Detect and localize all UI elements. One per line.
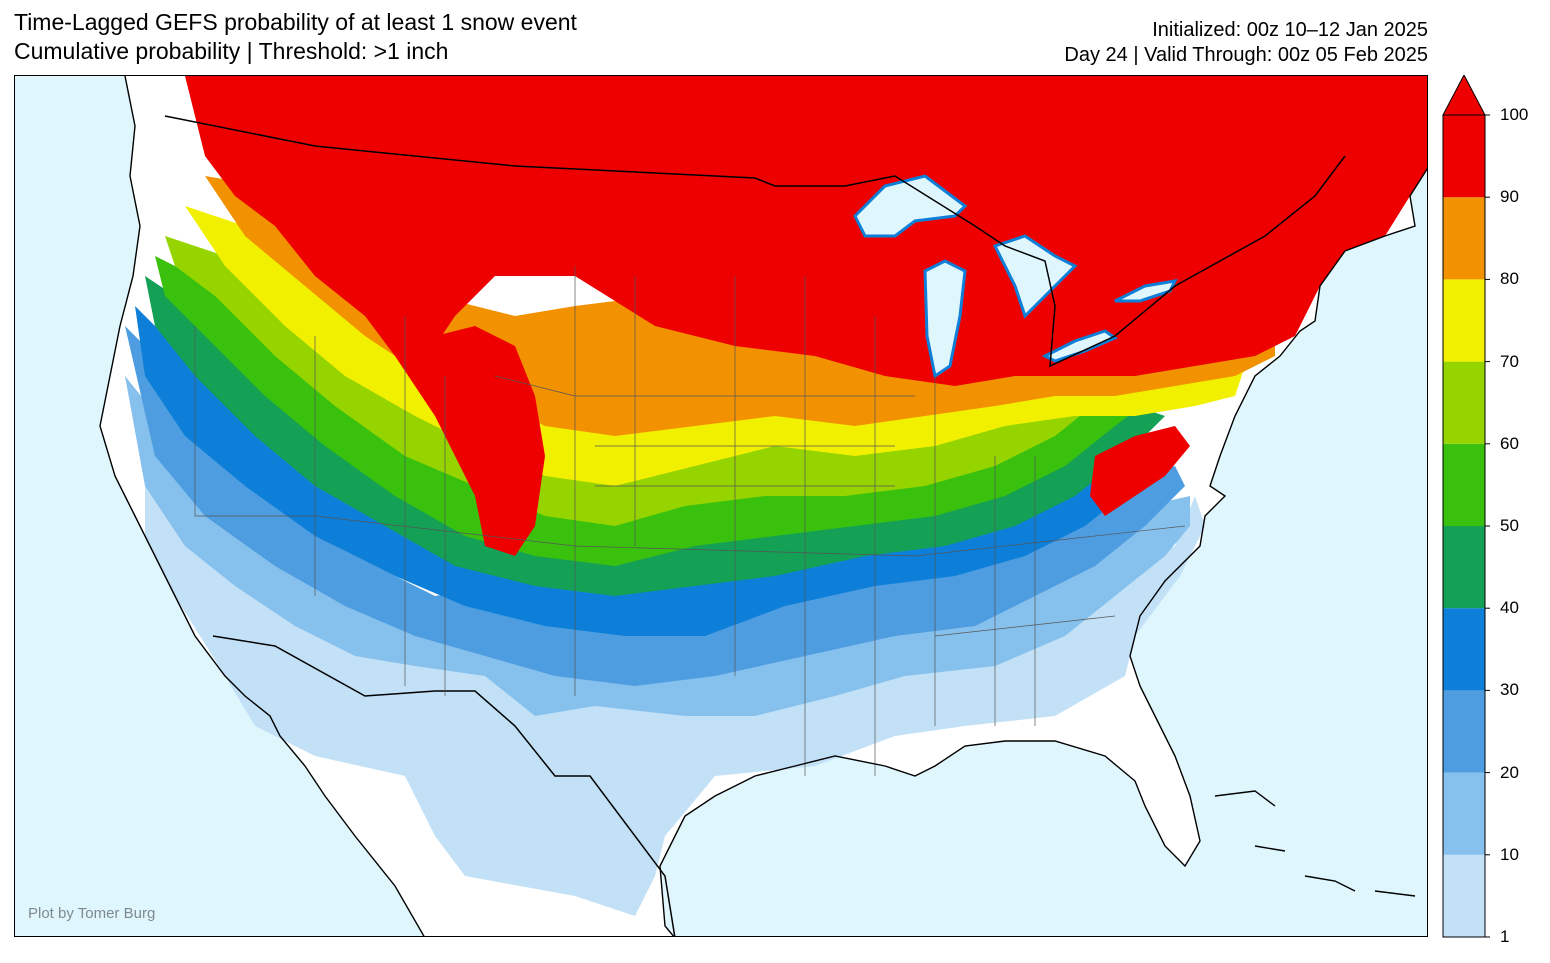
colorbar-tick-label: 1 — [1500, 927, 1510, 946]
title-block: Time-Lagged GEFS probability of at least… — [14, 8, 577, 66]
colorbar — [1442, 75, 1490, 938]
probability-map — [15, 76, 1427, 936]
map-title: Time-Lagged GEFS probability of at least… — [14, 9, 577, 35]
contour-20-30 — [125, 326, 1185, 686]
colorbar-tick-label: 100 — [1500, 105, 1529, 124]
map-panel — [14, 75, 1428, 937]
map-subtitle: Cumulative probability | Threshold: >1 i… — [14, 38, 449, 64]
plot-credit: Plot by Tomer Burg — [28, 905, 156, 922]
caribbean-islands — [1214, 790, 1416, 897]
colorbar-bin-30-40 — [1443, 608, 1485, 691]
colorbar-tick-label: 40 — [1500, 598, 1519, 618]
probability-contours — [125, 76, 1427, 916]
colorbar-bin-40-50 — [1443, 526, 1485, 609]
coastline — [99, 76, 1427, 936]
colorbar-tick-label: 70 — [1500, 351, 1519, 371]
great-lakes — [853, 174, 1178, 379]
colorbar-tick-label: 80 — [1500, 269, 1519, 289]
colorbar-tick-label: 50 — [1500, 516, 1519, 535]
us-mexico-border — [212, 635, 676, 936]
state-lines — [194, 266, 1186, 776]
colorbar-bin-70-80 — [1443, 279, 1485, 362]
colorbar-bin-90-100 — [1443, 115, 1485, 198]
boundaries — [164, 115, 1346, 936]
contour-90-100-appalachians — [1090, 426, 1190, 516]
colorbar-tick-label: 20 — [1500, 762, 1519, 782]
lake-ontario — [1114, 279, 1178, 303]
contour-90-100-rockies — [395, 326, 545, 556]
lake-michigan — [923, 259, 967, 379]
lake-erie — [1041, 329, 1119, 363]
lake-huron — [992, 234, 1078, 319]
colorbar-extend-arrow — [1442, 75, 1486, 116]
colorbar-bin-20-30 — [1443, 690, 1485, 773]
initialized-text: Initialized: 00z 10–12 Jan 2025 — [1152, 19, 1428, 41]
contour-60-70 — [165, 236, 1145, 526]
contour-30-40 — [135, 306, 1175, 636]
contour-90-100 — [185, 76, 1427, 386]
us-canada-border — [164, 115, 1346, 368]
colorbar-tick-label: 60 — [1500, 433, 1519, 453]
lake-superior — [853, 174, 968, 238]
info-block: Initialized: 00z 10–12 Jan 2025 Day 24 |… — [1064, 18, 1428, 68]
colorbar-bin-50-60 — [1443, 443, 1485, 526]
colorbar-tick-label: 90 — [1500, 187, 1519, 207]
colorbar-bin-80-90 — [1443, 197, 1485, 280]
colorbar-tick-label: 10 — [1500, 844, 1519, 864]
colorbar-bin-10-20 — [1443, 772, 1485, 855]
colorbar-bin-60-70 — [1443, 361, 1485, 444]
colorbar-bin-1-10 — [1443, 854, 1485, 937]
colorbar-tick-label: 30 — [1500, 680, 1519, 700]
valid-through-text: Day 24 | Valid Through: 00z 05 Feb 2025 — [1064, 44, 1428, 66]
